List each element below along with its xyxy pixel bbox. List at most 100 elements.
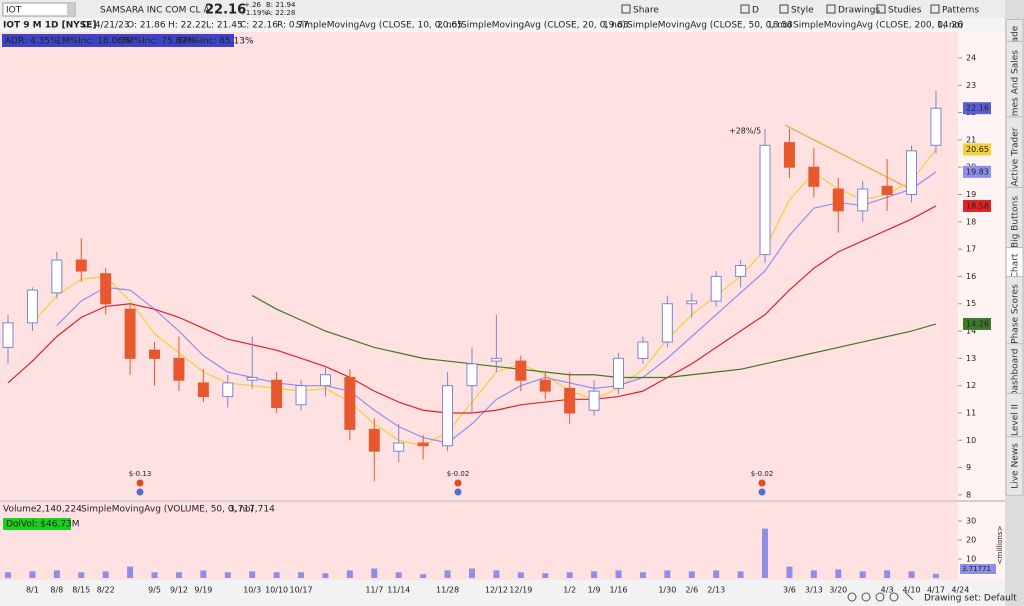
study-value: 20.65 — [437, 21, 463, 31]
toolbar-button[interactable]: D — [752, 6, 759, 16]
side-tab[interactable]: Times And Sales — [1011, 50, 1021, 125]
volume-bar — [688, 571, 695, 578]
tool-icon[interactable] — [861, 592, 871, 602]
stat: 6M%Inc: 85.13% — [178, 37, 254, 47]
candle-body — [149, 349, 161, 359]
last-price: 22.16 — [205, 3, 246, 18]
toolbar-button[interactable]: Share — [633, 6, 659, 16]
toolbar-button[interactable]: Style — [791, 6, 814, 16]
tool-icon[interactable] — [847, 592, 857, 602]
volume-bar — [468, 568, 475, 578]
side-tab[interactable]: Chart — [1011, 253, 1021, 278]
dolvol-bg — [3, 518, 71, 530]
side-tab[interactable]: Phase Scores — [1011, 284, 1021, 344]
volume-bar — [835, 569, 842, 578]
toolbar-button[interactable]: Drawings — [838, 6, 880, 16]
side-tab-bg[interactable] — [1005, 436, 1024, 496]
volume-bar — [713, 570, 720, 578]
stat: 3M%Inc: 75.87% — [120, 37, 196, 47]
earnings-icon[interactable] — [758, 479, 766, 487]
price-tag: 20.65 — [966, 145, 989, 154]
x-tick-label: 3/20 — [829, 586, 847, 595]
study-value: 19.83 — [603, 21, 629, 31]
toolbar-icon[interactable] — [740, 4, 750, 14]
candle-body — [2, 322, 14, 348]
volume-bar — [566, 572, 573, 578]
earnings-icon[interactable] — [454, 488, 462, 496]
volume-study-tag: 3.71771 — [962, 565, 991, 573]
volume-unit: <millions> — [996, 526, 1004, 565]
volume-last: 2,140,224 — [36, 505, 82, 515]
tool-icon[interactable] — [889, 592, 899, 602]
candle-body — [539, 379, 551, 392]
y-tick-label: 8 — [966, 490, 971, 499]
candle-body — [710, 275, 722, 302]
company: SAMSARA INC COM CL A — [100, 6, 210, 16]
earnings-icon[interactable] — [454, 479, 462, 487]
symbol[interactable]: IOT — [6, 6, 22, 16]
study-value: 18.58 — [767, 21, 793, 31]
x-tick-label: 2/6 — [685, 586, 698, 595]
change-pct: +1.19% — [240, 9, 268, 17]
volume-panel — [0, 502, 958, 580]
side-tab[interactable]: Active Trader — [1011, 127, 1021, 186]
moving-average — [31, 149, 937, 447]
x-tick-label: 11/7 — [365, 586, 383, 595]
volume-bar — [273, 572, 280, 578]
side-tab[interactable]: Trade — [1011, 25, 1021, 51]
volume-bar — [591, 571, 598, 578]
candle-body — [686, 300, 698, 305]
volume-tick-label: 20 — [966, 536, 976, 545]
volume-bar — [5, 572, 11, 578]
candle-body — [759, 144, 771, 256]
tool-icon[interactable] — [904, 591, 914, 601]
last-price-tag: 22.16 — [966, 104, 989, 113]
candle-body — [319, 374, 331, 387]
side-tab[interactable]: Level II — [1011, 404, 1021, 436]
side-tab[interactable]: Live News — [1011, 443, 1021, 489]
tool-icon[interactable] — [875, 592, 885, 602]
volume-bar — [224, 572, 231, 578]
volume-bar — [322, 573, 329, 578]
volume-study-tag-bg — [960, 564, 996, 574]
y-tick-label: 15 — [966, 299, 976, 308]
toolbar-icon[interactable] — [876, 4, 886, 14]
toolbar-button[interactable]: Studies — [888, 6, 922, 16]
volume-bar — [102, 571, 109, 578]
candle-body — [75, 259, 87, 272]
candle-body — [783, 142, 795, 168]
candle-body — [808, 166, 820, 187]
side-tab[interactable]: Dashboard — [1011, 349, 1021, 398]
volume-bar — [615, 570, 622, 578]
candle-body — [51, 259, 63, 294]
x-tick-label: 10/17 — [290, 586, 313, 595]
candle-body — [295, 385, 307, 406]
x-tick-label: 1/2 — [563, 586, 576, 595]
toolbar-icon[interactable] — [930, 4, 940, 14]
candle-body — [906, 150, 918, 195]
toolbar-button[interactable]: Patterns — [942, 6, 979, 16]
y-tick-label: 24 — [966, 53, 976, 62]
x-tick-label: 1/16 — [610, 586, 628, 595]
y-tick-label: 10 — [966, 436, 976, 445]
symbol-dropdown[interactable] — [67, 4, 75, 15]
volume-bar — [859, 571, 866, 578]
toolbar-icon[interactable] — [621, 4, 631, 14]
x-tick-label: 4/3 — [881, 586, 894, 595]
y-tick-label: 14 — [966, 327, 976, 336]
earnings-label: $-0.02 — [447, 470, 470, 478]
drawing-set[interactable]: Drawing set: Default — [924, 594, 1017, 604]
moving-average — [56, 171, 937, 444]
toolbar-icon[interactable] — [826, 4, 836, 14]
x-tick-label: 11/28 — [436, 586, 459, 595]
candle-body — [271, 379, 283, 409]
earnings-icon[interactable] — [136, 488, 144, 496]
earnings-icon[interactable] — [758, 488, 766, 496]
volume-bar — [371, 568, 378, 578]
volume-bar — [639, 572, 646, 578]
earnings-icon[interactable] — [136, 479, 144, 487]
candle-body — [735, 265, 747, 277]
side-tab[interactable]: Big Buttons — [1011, 196, 1021, 248]
toolbar-icon[interactable] — [779, 4, 789, 14]
x-tick-label: 12/12 — [485, 586, 508, 595]
